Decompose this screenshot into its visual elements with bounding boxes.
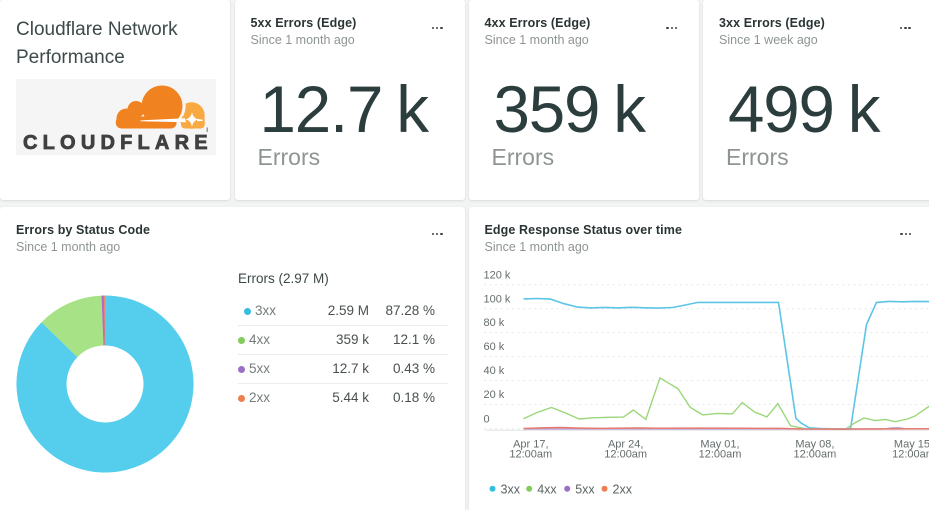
- svg-text:2xx: 2xx: [612, 482, 632, 496]
- svg-text:4xx: 4xx: [537, 482, 557, 496]
- svg-text:12:00am: 12:00am: [509, 448, 552, 460]
- svg-text:100 k: 100 k: [483, 293, 510, 305]
- svg-text:60 k: 60 k: [483, 341, 504, 353]
- svg-text:40 k: 40 k: [483, 365, 504, 377]
- svg-text:12:00am: 12:00am: [892, 448, 929, 460]
- svg-text:120 k: 120 k: [483, 269, 510, 281]
- svg-text:0: 0: [483, 413, 489, 425]
- svg-text:12:00am: 12:00am: [604, 448, 647, 460]
- svg-text:CLOUDFLARE: CLOUDFLARE: [23, 132, 213, 154]
- svg-text:5xx: 5xx: [575, 482, 595, 496]
- svg-text:12:00am: 12:00am: [698, 448, 741, 460]
- svg-text:Apr 24,: Apr 24,: [607, 438, 642, 450]
- svg-text:Apr 17,: Apr 17,: [513, 438, 548, 450]
- svg-text:May 15,: May 15,: [893, 438, 929, 450]
- svg-text:20 k: 20 k: [483, 389, 504, 401]
- svg-text:3xx: 3xx: [500, 482, 520, 496]
- svg-text:May 01,: May 01,: [700, 438, 739, 450]
- svg-text:80 k: 80 k: [483, 317, 504, 329]
- svg-text:12:00am: 12:00am: [793, 448, 836, 460]
- svg-text:May 08,: May 08,: [795, 438, 834, 450]
